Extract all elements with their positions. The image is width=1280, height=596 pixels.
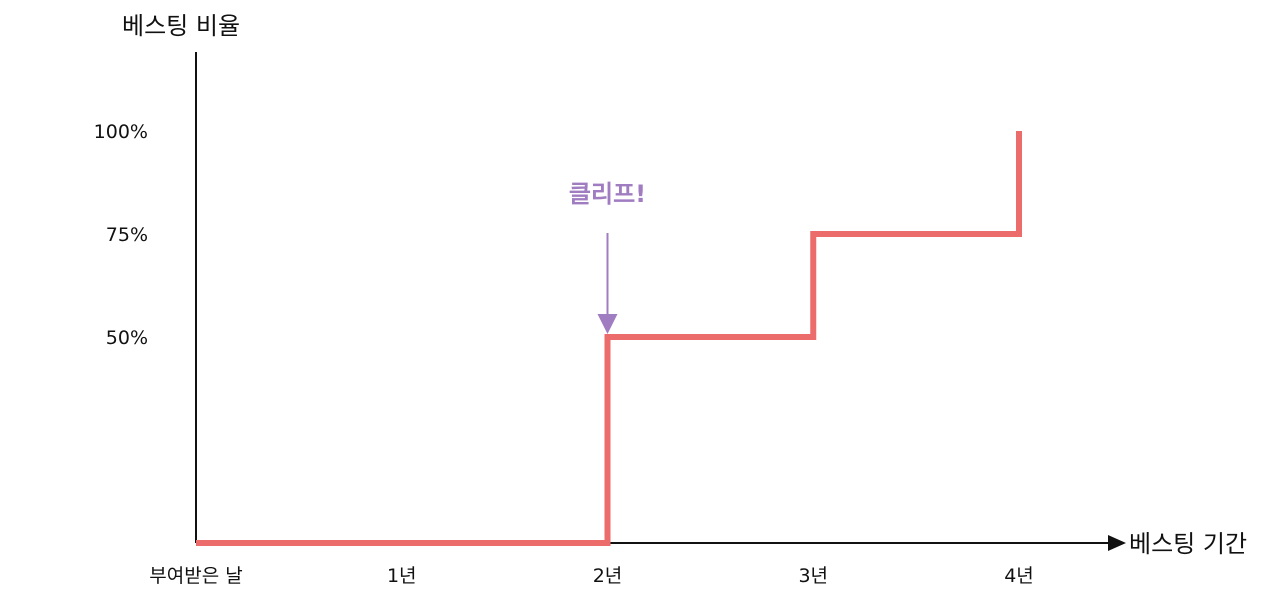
vesting-step-line [196, 131, 1022, 546]
data-point [605, 334, 611, 340]
data-point [1016, 128, 1022, 134]
x-tick-label: 2년 [593, 565, 623, 587]
x-tick-label: 1년 [387, 565, 417, 587]
cliff-annotation: 클리프! [569, 180, 646, 334]
data-point [605, 540, 611, 546]
cliff-arrow-head [597, 314, 618, 334]
data-point [810, 334, 816, 340]
y-tick-label: 100% [94, 121, 148, 143]
cliff-annotation-label: 클리프! [569, 180, 646, 208]
x-tick-label: 부여받은 날 [149, 565, 242, 587]
data-point [810, 231, 816, 237]
y-axis-title: 베스팅 비율 [122, 12, 240, 40]
data-point [193, 540, 199, 546]
y-tick-label: 75% [106, 224, 148, 246]
x-tick-labels: 부여받은 날 1년 2년 3년 4년 [149, 565, 1034, 587]
x-tick-label: 3년 [798, 565, 828, 587]
x-tick-label: 4년 [1004, 565, 1034, 587]
y-tick-label: 50% [106, 327, 148, 349]
data-point [1016, 231, 1022, 237]
x-axis-title: 베스팅 기간 [1129, 530, 1247, 558]
y-tick-labels: 50% 75% 100% [94, 121, 148, 349]
